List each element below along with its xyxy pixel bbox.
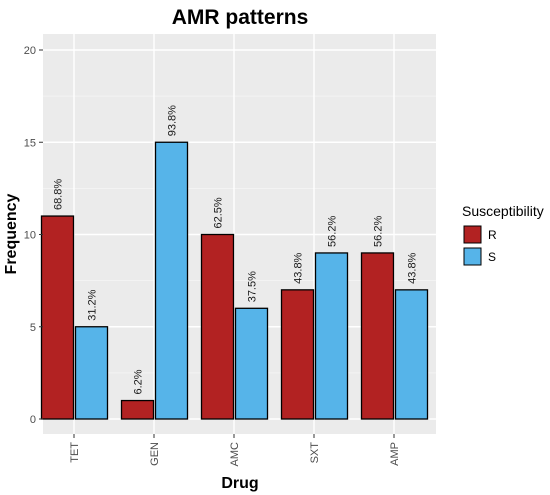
data-labels: 68.8% 31.2% 6.2% 93.8% 62.5% 37.5% 43.8% 56.2% 5… <box>53 105 419 395</box>
data-label-s-gen: 93.8% <box>167 105 179 136</box>
data-label-r-gen: 6.2% <box>133 369 145 394</box>
y-tick-label: 15 <box>24 137 36 149</box>
y-tick-label: 20 <box>24 45 36 57</box>
bars <box>40 141 429 420</box>
data-label-r-tet: 68.8% <box>53 179 65 210</box>
y-tick-label: 5 <box>30 322 36 334</box>
x-tick-label: GEN <box>149 442 161 466</box>
y-tick-label: 10 <box>24 230 36 242</box>
bar-s-gen <box>154 141 189 420</box>
y-tick-label: 0 <box>30 414 36 426</box>
x-axis-title: Drug <box>221 475 258 492</box>
data-label-r-amc: 62.5% <box>213 197 225 228</box>
bar-s-amp <box>394 289 429 420</box>
bar-r-gen <box>120 399 155 420</box>
legend-title: Susceptibility <box>462 203 544 219</box>
data-label-r-sxt: 43.8% <box>293 252 305 283</box>
data-label-s-tet: 31.2% <box>87 289 99 320</box>
legend-key-r <box>463 225 482 244</box>
data-label-r-amp: 56.2% <box>373 216 385 247</box>
x-tick-label: AMC <box>229 442 241 467</box>
chart-title: AMR patterns <box>172 6 309 29</box>
x-axis: TET GEN AMC SXT AMP <box>69 434 401 466</box>
bar-r-tet <box>40 215 75 420</box>
bar-s-amc <box>234 307 269 420</box>
data-label-s-amc: 37.5% <box>247 271 259 302</box>
bar-r-amp <box>360 252 395 420</box>
x-tick-label: TET <box>69 442 81 463</box>
bar-r-sxt <box>280 289 315 420</box>
data-label-s-sxt: 56.2% <box>327 216 339 247</box>
y-axis: 0 5 10 15 20 <box>24 45 43 426</box>
legend-key-s <box>463 247 482 266</box>
legend: Susceptibility R S <box>462 203 544 266</box>
bar-s-sxt <box>314 252 349 420</box>
legend-label-r: R <box>488 228 497 242</box>
legend-label-s: S <box>488 250 496 264</box>
y-axis-title: Frequency <box>3 193 20 274</box>
data-label-s-amp: 43.8% <box>407 252 419 283</box>
bar-r-amc <box>200 233 235 420</box>
x-tick-label: SXT <box>309 442 321 464</box>
bar-s-tet <box>74 326 109 420</box>
x-tick-label: AMP <box>389 442 401 466</box>
